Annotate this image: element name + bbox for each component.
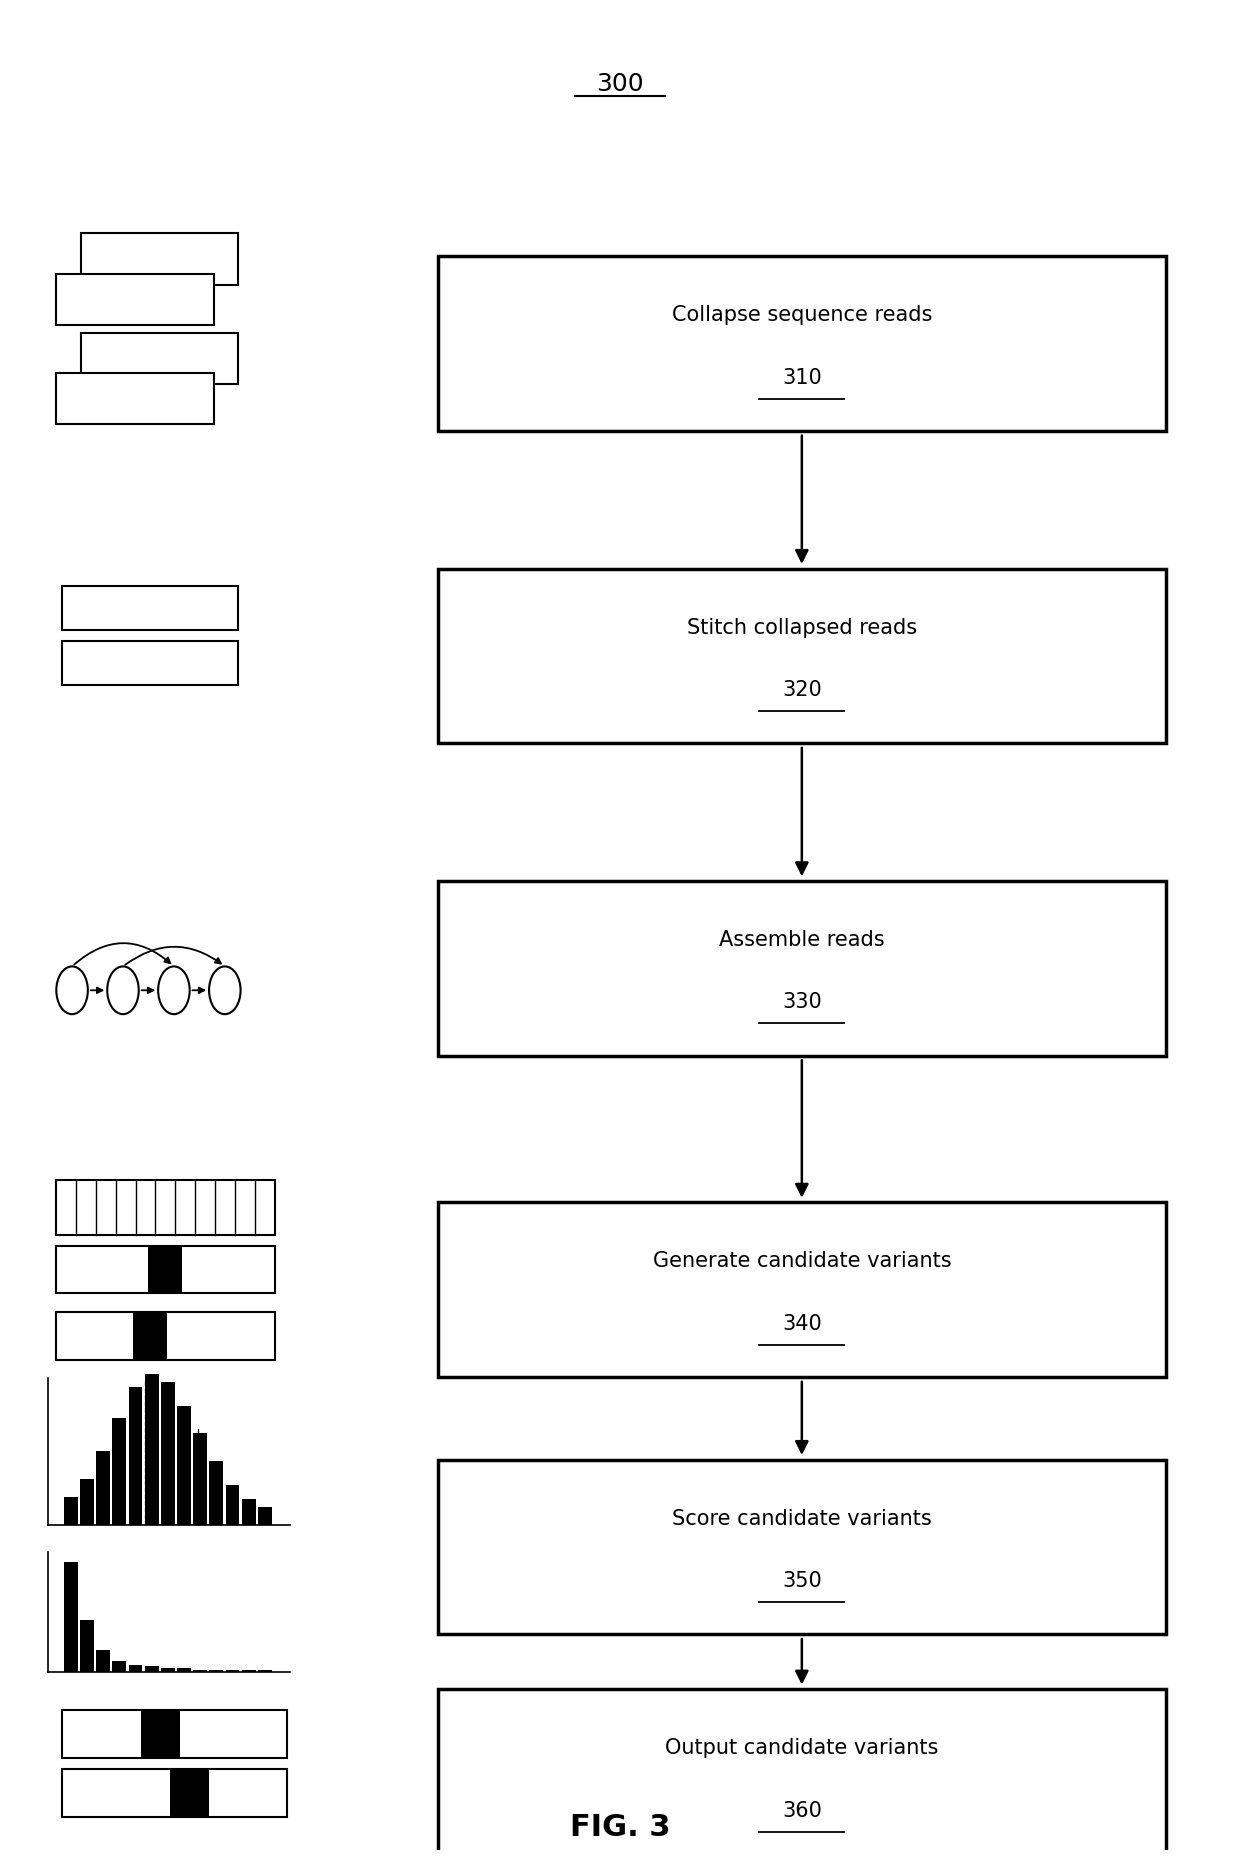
Bar <box>129 1665 143 1672</box>
Bar <box>81 334 238 384</box>
Bar <box>438 569 1166 744</box>
Bar <box>113 1419 126 1525</box>
Text: 350: 350 <box>782 1569 822 1590</box>
Bar <box>177 1668 191 1672</box>
Bar <box>56 1245 274 1294</box>
Bar <box>81 235 238 285</box>
Bar <box>242 1499 255 1525</box>
Bar <box>62 587 238 630</box>
Text: 300: 300 <box>596 71 644 95</box>
Bar <box>56 375 215 425</box>
Bar <box>161 1381 175 1525</box>
Circle shape <box>210 967 241 1014</box>
Bar <box>226 1486 239 1525</box>
Circle shape <box>56 967 88 1014</box>
Bar <box>62 641 238 686</box>
Text: 310: 310 <box>782 367 822 388</box>
Text: Output candidate variants: Output candidate variants <box>665 1737 939 1758</box>
Text: 330: 330 <box>782 992 822 1012</box>
Text: Collapse sequence reads: Collapse sequence reads <box>672 306 932 324</box>
Bar <box>141 1711 180 1758</box>
Bar <box>193 1433 207 1525</box>
Bar <box>64 1562 78 1672</box>
Bar <box>62 1769 286 1817</box>
Bar <box>438 1689 1166 1864</box>
Bar <box>170 1769 208 1817</box>
Text: Stitch collapsed reads: Stitch collapsed reads <box>687 617 916 637</box>
Text: Generate candidate variants: Generate candidate variants <box>652 1251 951 1271</box>
Bar <box>56 1312 274 1361</box>
Bar <box>113 1661 126 1672</box>
Bar <box>258 1506 272 1525</box>
Bar <box>56 1180 274 1236</box>
Bar <box>56 274 215 326</box>
Bar <box>177 1405 191 1525</box>
Bar <box>438 1460 1166 1635</box>
Bar <box>438 882 1166 1055</box>
Text: Score candidate variants: Score candidate variants <box>672 1508 931 1528</box>
Bar <box>161 1668 175 1672</box>
Bar <box>81 1480 94 1525</box>
Bar <box>129 1387 143 1525</box>
Text: 360: 360 <box>782 1801 822 1819</box>
Circle shape <box>107 967 139 1014</box>
Bar <box>438 257 1166 432</box>
Bar <box>64 1497 78 1525</box>
Bar <box>145 1374 159 1525</box>
Bar <box>133 1312 166 1361</box>
Bar <box>145 1666 159 1672</box>
Bar <box>97 1452 110 1525</box>
Text: 320: 320 <box>782 680 822 699</box>
Text: FIG. 3: FIG. 3 <box>569 1812 671 1842</box>
Text: 340: 340 <box>782 1312 822 1333</box>
Bar <box>81 1620 94 1672</box>
Circle shape <box>159 967 190 1014</box>
Bar <box>438 1202 1166 1377</box>
Bar <box>62 1711 286 1758</box>
Bar <box>97 1650 110 1672</box>
Bar <box>210 1461 223 1525</box>
Text: Assemble reads: Assemble reads <box>719 930 884 949</box>
Bar <box>149 1245 182 1294</box>
